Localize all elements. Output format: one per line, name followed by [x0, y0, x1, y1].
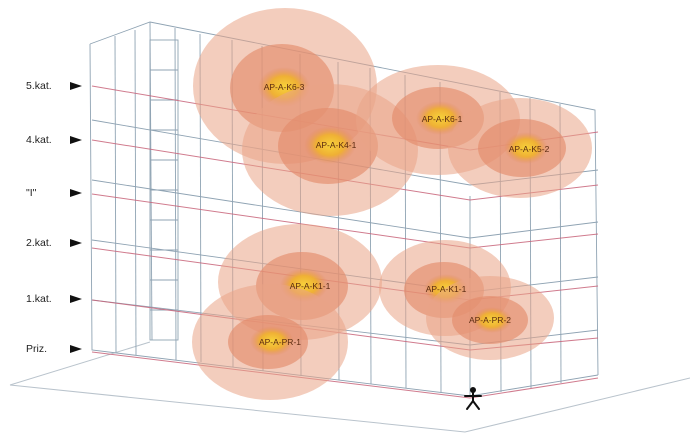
floor-label-text: Priz.: [26, 343, 47, 355]
ap-labels: AP-A-K6-3 AP-A-K4-1 AP-A-K6-1 AP-A-K5-2 …: [259, 82, 550, 347]
ap-label-ap-a-k6-1: AP-A-K6-1: [422, 114, 463, 124]
coverage-zone-ap-a-pr-1: [192, 284, 348, 400]
ap-label-ap-a-k1-1-right: AP-A-K1-1: [426, 284, 467, 294]
floor-label-2: 2.kat.: [26, 236, 86, 250]
floor-label-text: "I": [26, 187, 37, 199]
ap-label-ap-a-k6-3: AP-A-K6-3: [264, 82, 305, 92]
floor-label-5: 5.kat.: [26, 79, 86, 93]
floor-label-text: 2.kat.: [26, 237, 52, 249]
arrow-right-icon: [70, 189, 82, 197]
arrow-right-icon: [70, 345, 82, 353]
floor-label-text: 4.kat.: [26, 134, 52, 146]
coverage-zones: [192, 8, 592, 400]
arrow-right-icon: [70, 239, 82, 247]
floor-label-1: 1.kat.: [26, 292, 86, 306]
floor-label-4: 4.kat.: [26, 133, 86, 147]
ap-label-ap-a-pr-1: AP-A-PR-1: [259, 337, 301, 347]
floor-label-text: 5.kat.: [26, 80, 52, 92]
arrow-right-icon: [70, 82, 82, 90]
ap-label-ap-a-k4-1: AP-A-K4-1: [316, 140, 357, 150]
coverage-zone-ap-a-k4-1: [242, 84, 418, 216]
floor-label-text: 1.kat.: [26, 293, 52, 305]
coverage-zone-ap-a-pr-2: [426, 276, 554, 360]
arrow-right-icon: [70, 295, 82, 303]
ground-plane: [9, 341, 690, 433]
ap-label-ap-a-pr-2: AP-A-PR-2: [469, 315, 511, 325]
ap-label-ap-a-k5-2: AP-A-K5-2: [509, 144, 550, 154]
coverage-zone-ap-a-k5-2: [448, 98, 592, 198]
floor-label-ground: Priz.: [26, 342, 86, 356]
person-icon: [464, 387, 482, 410]
arrow-right-icon: [70, 136, 82, 144]
ap-label-ap-a-k1-1-left: AP-A-K1-1: [290, 281, 331, 291]
floor-label-i: "I": [26, 186, 86, 200]
